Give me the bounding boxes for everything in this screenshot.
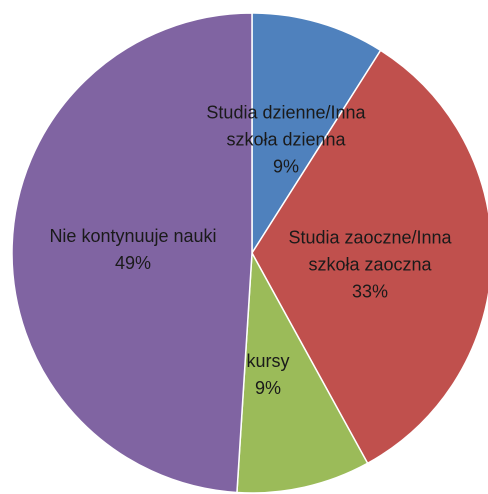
category-label: Nie kontynuuje nauki (49, 226, 217, 246)
category-label: Studia zaoczne/Inna szkoła zaoczna (288, 227, 452, 275)
value-label: 33% (351, 281, 389, 302)
value-label: 9% (254, 378, 281, 398)
slice-label: Nie kontynuuje nauki 49% (3, 223, 263, 277)
pie-slice (236, 250, 369, 494)
slice-label: Studia zaoczne/Inna szkoła zaoczna 33% (270, 225, 470, 306)
slice-label: kursy 9% (208, 348, 328, 402)
pie-slice (11, 12, 253, 494)
slice-label: Studia dzienne/Inna szkoła dzienna 9% (191, 100, 381, 181)
pie-slice (251, 12, 382, 256)
category-label: kursy (246, 351, 290, 371)
value-label: 49% (114, 253, 152, 273)
value-label: 9% (272, 156, 299, 177)
category-label: Studia dzienne/Inna szkoła dzienna (206, 102, 366, 150)
